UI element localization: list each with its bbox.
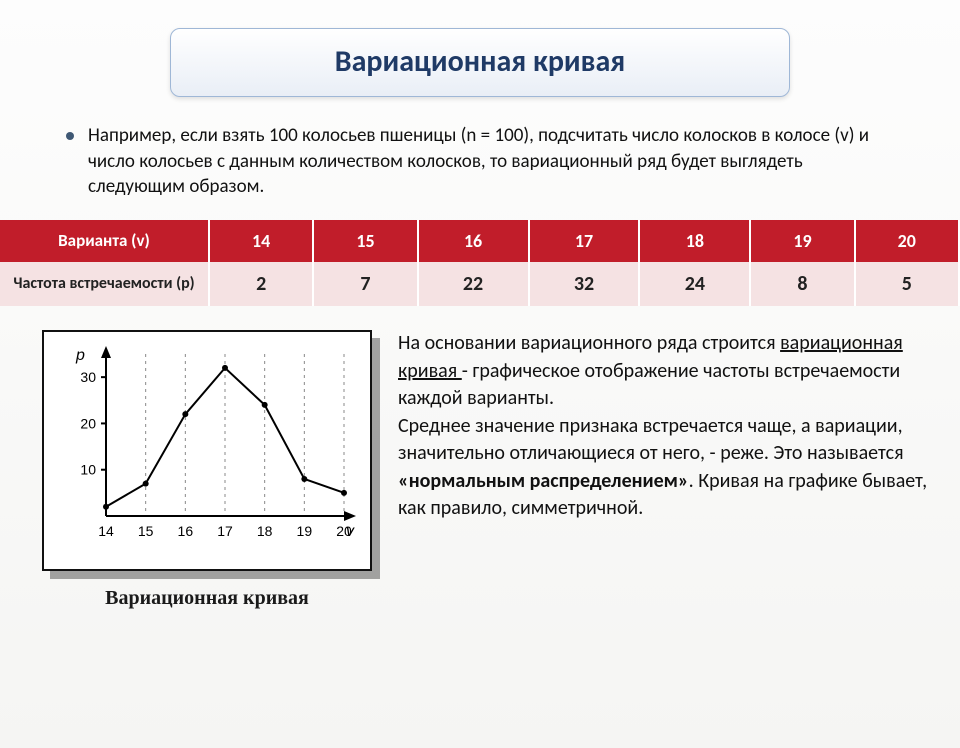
row-label-freq: Частота встречаемости (p) — [0, 262, 210, 306]
freq-4: 24 — [640, 262, 751, 306]
header-v4: 18 — [640, 220, 751, 262]
desc-p2b: «нормальным распределением» — [398, 469, 689, 493]
desc-p1a: На основании вариационного ряда строится — [398, 331, 780, 355]
intro-bullet: Например, если взять 100 колосьев пшениц… — [66, 123, 894, 200]
svg-text:20: 20 — [80, 415, 96, 431]
header-varianta: Варианта (v) — [0, 220, 210, 262]
chart-frame: 10203014151617181920pv — [42, 330, 372, 571]
header-v1: 15 — [314, 220, 418, 262]
svg-text:18: 18 — [257, 523, 273, 539]
header-v0: 14 — [210, 220, 314, 262]
bullet-dot-icon — [66, 132, 74, 140]
freq-0: 2 — [210, 262, 314, 306]
desc-p2a: Среднее значение признака встречается ча… — [398, 414, 904, 466]
freq-6: 5 — [856, 262, 960, 306]
header-v2: 16 — [419, 220, 530, 262]
freq-5: 8 — [751, 262, 855, 306]
freq-3: 32 — [530, 262, 641, 306]
svg-text:30: 30 — [80, 369, 96, 385]
freq-2: 22 — [419, 262, 530, 306]
slide-title-pill: Вариационная кривая — [170, 28, 790, 97]
header-v6: 20 — [856, 220, 960, 262]
svg-text:16: 16 — [178, 523, 194, 539]
svg-text:14: 14 — [98, 523, 114, 539]
variation-chart: 10203014151617181920pv — [52, 342, 362, 552]
desc-p2: Среднее значение признака встречается ча… — [398, 413, 930, 523]
freq-1: 7 — [314, 262, 418, 306]
svg-text:10: 10 — [80, 462, 96, 478]
desc-p1: На основании вариационного ряда строится… — [398, 330, 930, 413]
chart-container: 10203014151617181920pv Вариационная крив… — [42, 330, 372, 610]
desc-p1c: - графическое отображение частоты встреч… — [398, 359, 900, 411]
header-v5: 19 — [751, 220, 855, 262]
svg-text:19: 19 — [297, 523, 313, 539]
intro-text: Например, если взять 100 колосьев пшениц… — [88, 123, 894, 200]
svg-text:p: p — [75, 347, 85, 364]
svg-text:15: 15 — [138, 523, 154, 539]
header-v3: 17 — [530, 220, 641, 262]
svg-text:v: v — [346, 523, 355, 540]
svg-text:17: 17 — [217, 523, 233, 539]
table-header-row: Варианта (v) 14 15 16 17 18 19 20 — [0, 220, 960, 262]
table-freq-row: Частота встречаемости (p) 2 7 22 32 24 8… — [0, 262, 960, 306]
description-block: На основании вариационного ряда строится… — [398, 330, 930, 610]
slide-title: Вариационная кривая — [171, 43, 789, 80]
chart-caption: Вариационная кривая — [42, 587, 372, 610]
variation-table: Варианта (v) 14 15 16 17 18 19 20 Частот… — [0, 220, 960, 306]
